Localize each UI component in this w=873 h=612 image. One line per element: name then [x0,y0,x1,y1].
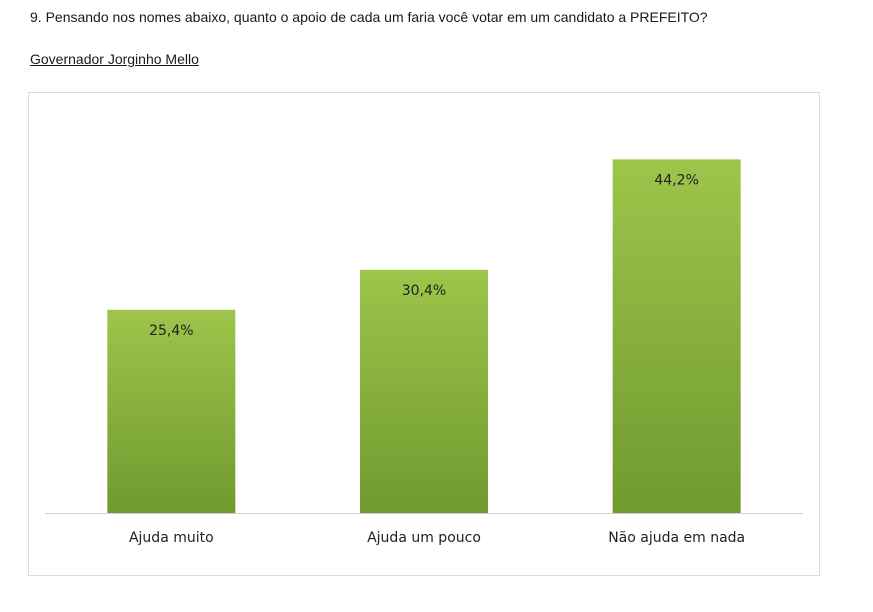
bar-1 [360,269,488,513]
data-label-2: 44,2% [654,172,698,188]
question-text: 9. Pensando nos nomes abaixo, quanto o a… [30,9,708,25]
bar-2 [612,159,741,513]
bar-0 [107,309,236,513]
data-label-0: 25,4% [149,323,193,339]
bar-chart: 25,4% Ajuda muito 30,4% Ajuda um pouco 44,2%… [45,159,803,546]
chart-subtitle: Governador Jorginho Mello [30,51,199,67]
bars-group [107,159,741,513]
data-label-1: 30,4% [402,283,446,299]
category-label-1: Ajuda um pouco [367,530,481,546]
category-label-0: Ajuda muito [129,530,214,546]
labels-group: 25,4% Ajuda muito 30,4% Ajuda um pouco 44,2%… [129,172,745,546]
category-label-2: Não ajuda em nada [608,530,745,546]
chart-frame: 25,4% Ajuda muito 30,4% Ajuda um pouco 44,2%… [28,92,820,576]
